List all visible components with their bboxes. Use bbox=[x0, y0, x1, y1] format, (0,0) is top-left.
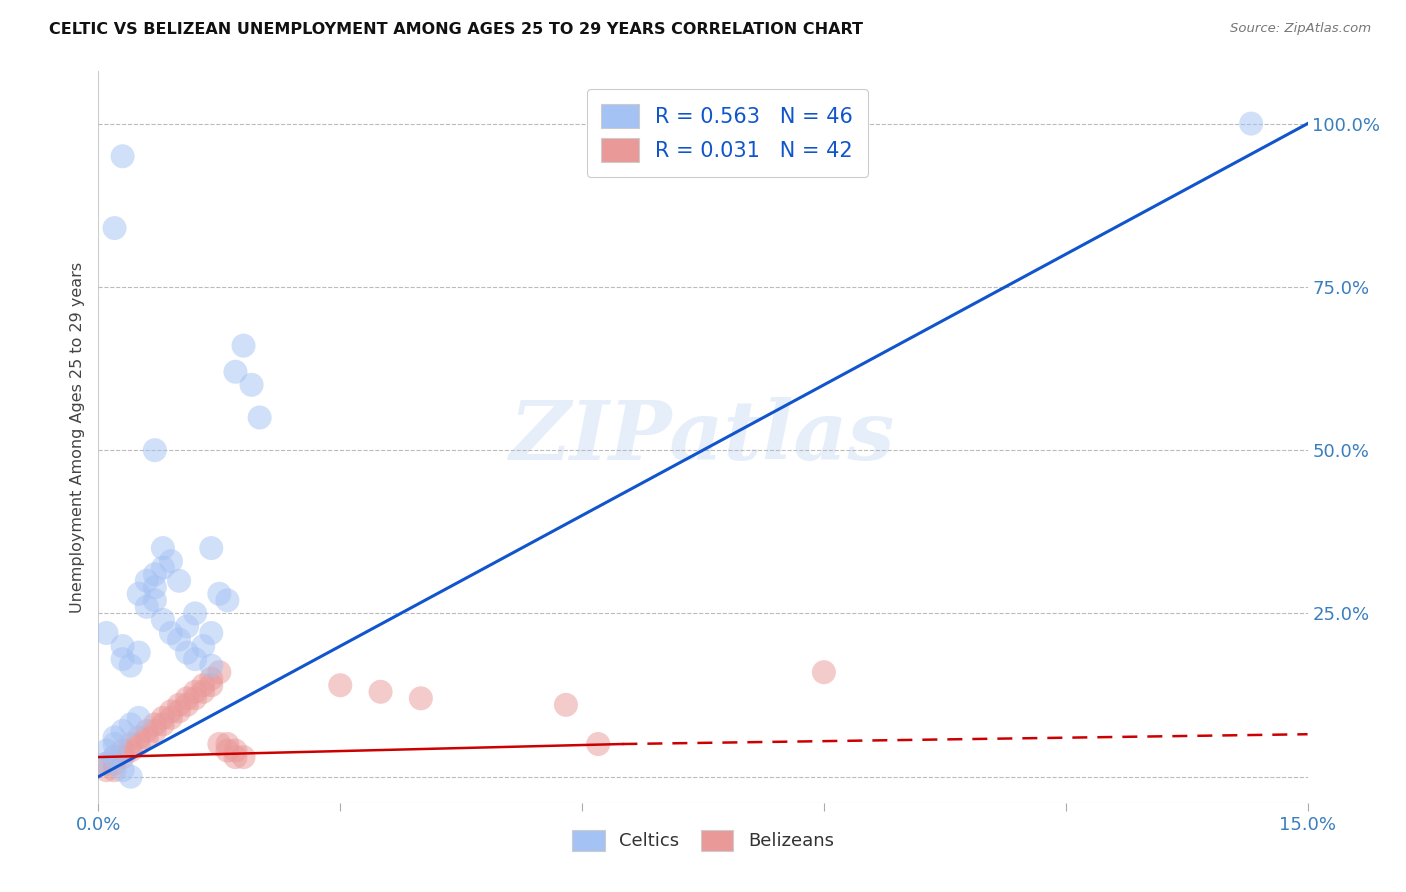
Point bbox=[586, 737, 609, 751]
Point bbox=[120, 743, 142, 757]
Point bbox=[224, 743, 246, 757]
Point bbox=[143, 723, 166, 738]
Point bbox=[135, 599, 157, 614]
Point bbox=[176, 691, 198, 706]
Point bbox=[208, 665, 231, 680]
Point bbox=[193, 639, 215, 653]
Point bbox=[555, 698, 578, 712]
Point bbox=[120, 717, 142, 731]
Point bbox=[96, 763, 118, 777]
Point bbox=[167, 698, 190, 712]
Point bbox=[135, 723, 157, 738]
Point bbox=[249, 410, 271, 425]
Point bbox=[217, 593, 239, 607]
Point bbox=[111, 723, 134, 738]
Point bbox=[184, 652, 207, 666]
Point bbox=[111, 652, 134, 666]
Point bbox=[217, 737, 239, 751]
Point bbox=[160, 554, 183, 568]
Point bbox=[103, 750, 125, 764]
Point bbox=[103, 221, 125, 235]
Point bbox=[103, 756, 125, 771]
Point bbox=[370, 685, 392, 699]
Point bbox=[152, 560, 174, 574]
Point bbox=[160, 626, 183, 640]
Point bbox=[111, 750, 134, 764]
Point bbox=[143, 567, 166, 582]
Point bbox=[167, 632, 190, 647]
Point bbox=[232, 339, 254, 353]
Point bbox=[143, 593, 166, 607]
Point bbox=[208, 737, 231, 751]
Point bbox=[96, 756, 118, 771]
Point bbox=[128, 737, 150, 751]
Point bbox=[111, 763, 134, 777]
Point bbox=[1240, 117, 1263, 131]
Point bbox=[135, 731, 157, 745]
Point bbox=[184, 691, 207, 706]
Point bbox=[232, 750, 254, 764]
Text: CELTIC VS BELIZEAN UNEMPLOYMENT AMONG AGES 25 TO 29 YEARS CORRELATION CHART: CELTIC VS BELIZEAN UNEMPLOYMENT AMONG AG… bbox=[49, 22, 863, 37]
Point bbox=[176, 698, 198, 712]
Point bbox=[96, 756, 118, 771]
Point bbox=[329, 678, 352, 692]
Point bbox=[224, 365, 246, 379]
Point bbox=[160, 705, 183, 719]
Point bbox=[176, 646, 198, 660]
Point bbox=[152, 541, 174, 555]
Point bbox=[103, 750, 125, 764]
Point bbox=[200, 541, 222, 555]
Point bbox=[135, 574, 157, 588]
Point bbox=[96, 743, 118, 757]
Point bbox=[111, 149, 134, 163]
Point bbox=[120, 737, 142, 751]
Point bbox=[240, 377, 263, 392]
Point bbox=[111, 743, 134, 757]
Point bbox=[152, 613, 174, 627]
Point bbox=[409, 691, 432, 706]
Point bbox=[128, 731, 150, 745]
Y-axis label: Unemployment Among Ages 25 to 29 years: Unemployment Among Ages 25 to 29 years bbox=[69, 261, 84, 613]
Text: Source: ZipAtlas.com: Source: ZipAtlas.com bbox=[1230, 22, 1371, 36]
Point bbox=[128, 587, 150, 601]
Point bbox=[200, 672, 222, 686]
Point bbox=[143, 580, 166, 594]
Point bbox=[167, 574, 190, 588]
Point bbox=[103, 763, 125, 777]
Point bbox=[103, 731, 125, 745]
Point bbox=[128, 646, 150, 660]
Point bbox=[217, 743, 239, 757]
Point bbox=[184, 607, 207, 621]
Point bbox=[208, 587, 231, 601]
Text: ZIPatlas: ZIPatlas bbox=[510, 397, 896, 477]
Point bbox=[193, 685, 215, 699]
Point bbox=[96, 626, 118, 640]
Point bbox=[200, 626, 222, 640]
Point bbox=[103, 737, 125, 751]
Point bbox=[120, 770, 142, 784]
Point bbox=[111, 639, 134, 653]
Point bbox=[176, 619, 198, 633]
Point bbox=[200, 658, 222, 673]
Point bbox=[152, 711, 174, 725]
Point bbox=[143, 443, 166, 458]
Point bbox=[224, 750, 246, 764]
Point bbox=[200, 678, 222, 692]
Point bbox=[128, 711, 150, 725]
Point bbox=[184, 685, 207, 699]
Point bbox=[152, 717, 174, 731]
Legend: Celtics, Belizeans: Celtics, Belizeans bbox=[564, 821, 842, 860]
Point bbox=[813, 665, 835, 680]
Point bbox=[193, 678, 215, 692]
Point bbox=[160, 711, 183, 725]
Point bbox=[167, 705, 190, 719]
Point bbox=[143, 717, 166, 731]
Point bbox=[120, 658, 142, 673]
